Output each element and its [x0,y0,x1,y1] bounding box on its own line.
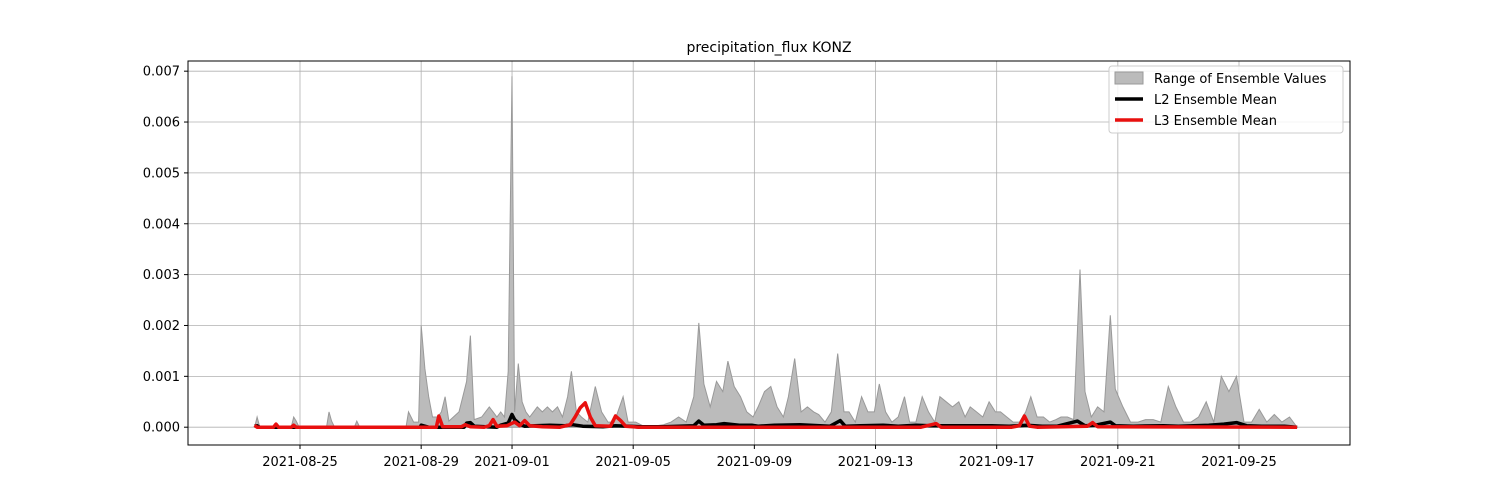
x-tick-label: 2021-09-05 [595,455,671,470]
y-tick-label: 0.003 [143,268,180,283]
x-tick-label: 2021-09-17 [959,455,1035,470]
x-tick-label: 2021-08-25 [262,455,338,470]
y-tick-label: 0.006 [143,116,180,131]
y-tick-label: 0.000 [143,421,180,436]
axes-frame [187,60,1351,446]
x-tick-label: 2021-09-09 [717,455,793,470]
legend-l3-label: L3 Ensemble Mean [1154,114,1277,129]
x-tick-label: 2021-08-29 [383,455,459,470]
legend-range-label: Range of Ensemble Values [1154,72,1327,87]
y-tick-label: 0.007 [143,65,180,80]
y-tick-label: 0.005 [143,166,180,181]
y-tick-label: 0.001 [143,370,180,385]
x-axis-ticks: 2021-08-25 2021-08-29 2021-09-01 2021-09-05… [262,445,1277,470]
chart-title: precipitation_flux KONZ [686,40,851,56]
legend-range-swatch [1114,71,1144,85]
l3-mean-line [253,401,1298,429]
y-tick-label: 0.002 [143,319,180,334]
x-tick-label: 2021-09-21 [1080,455,1156,470]
legend: Range of Ensemble Values L2 Ensemble Mea… [1108,65,1344,134]
x-tick-label: 2021-09-25 [1201,455,1277,470]
ensemble-range-area [253,76,1299,428]
plot-area [253,76,1299,429]
x-tick-label: 2021-09-13 [838,455,914,470]
legend-box [1108,65,1344,134]
x-tick-label: 2021-09-01 [474,455,550,470]
y-tick-label: 0.004 [143,217,180,232]
y-axis-ticks: 0.000 0.001 0.002 0.003 0.004 0.005 0.006 0.007 [143,65,188,436]
legend-l2-label: L2 Ensemble Mean [1154,93,1277,108]
